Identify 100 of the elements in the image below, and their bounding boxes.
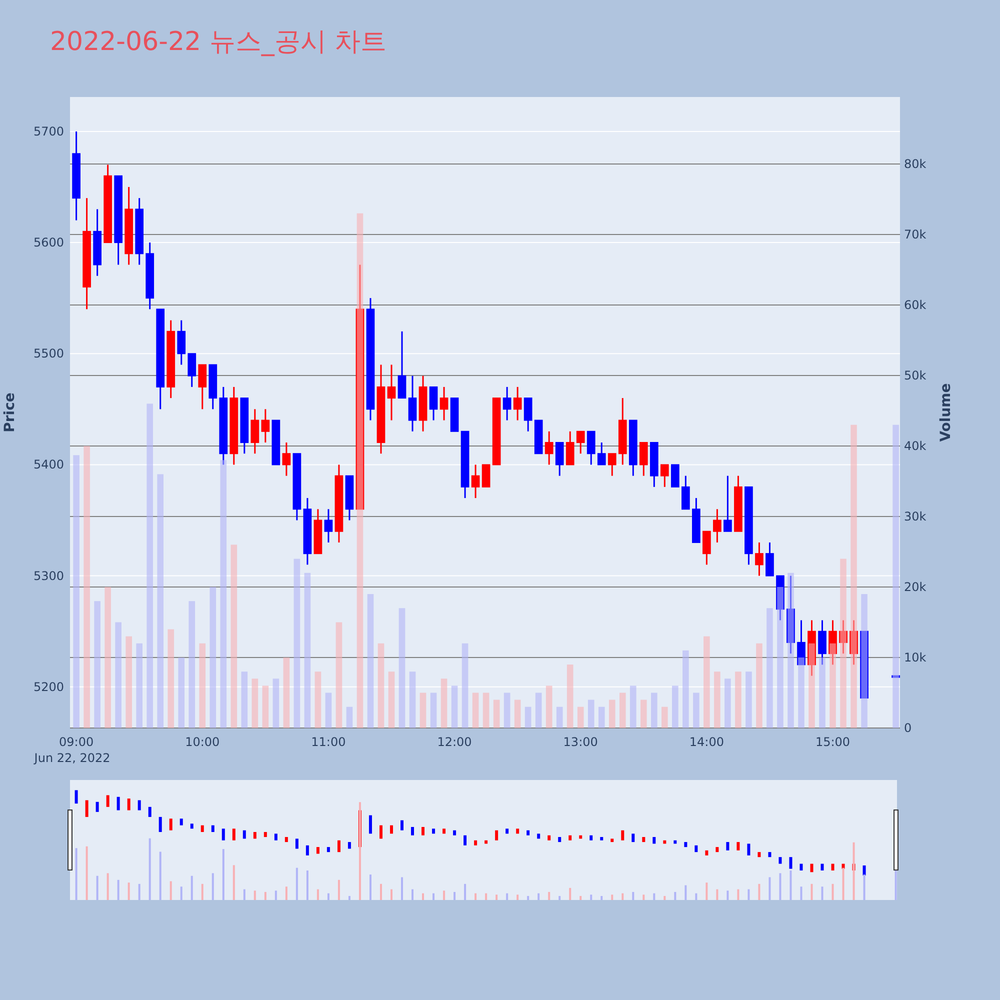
bar [546,686,552,728]
bar [630,686,636,728]
x-tick-label: 13:00 [563,735,598,749]
candlestick [702,530,711,566]
bar [272,678,280,728]
y2-axis-title: Volume [938,383,954,442]
y-tick-label: 5400 [33,458,64,472]
bar [126,636,132,728]
candlestick [513,386,522,422]
y-tick-label: 5300 [33,568,64,583]
bar [482,692,490,728]
x-tick-label: 11:00 [311,735,346,749]
candlestick [524,397,532,432]
y2-tick-label: 40k [904,438,926,453]
candlestick [608,452,616,477]
bar [535,692,542,728]
candlestick [282,442,291,477]
candlestick [250,408,260,454]
candlestick [188,352,196,388]
bar [462,643,468,728]
bar [104,586,111,728]
bar [367,594,374,728]
bar [398,608,406,728]
bar [388,672,395,728]
bar [136,643,142,728]
candlestick [387,364,396,422]
bar [756,643,762,728]
bar [314,672,322,728]
bar [220,460,227,728]
candlestick [766,542,774,577]
bar [662,706,668,728]
bar [262,686,269,728]
bar [304,572,311,728]
bar [346,706,353,728]
bar [850,424,857,728]
y2-tick-label: 70k [904,227,926,242]
bar [146,404,153,728]
bar [115,622,122,728]
bar [704,636,710,728]
bar [94,601,100,728]
bar [588,700,594,728]
y-tick-label: 5200 [33,680,64,694]
candlestick [755,542,764,577]
candlestick [639,442,648,477]
bar [199,643,206,728]
candlestick [681,475,690,510]
y2-tick-label: 30k [904,509,926,524]
chart-title: 2022-06-22 뉴스_공시 차트 [50,27,387,57]
bar [472,692,479,728]
bar [356,213,364,728]
bar [819,657,826,728]
candlestick [597,442,606,466]
bar [252,678,258,728]
candlestick [198,364,207,410]
bar [608,700,616,728]
bar [861,594,868,728]
bar [640,700,647,728]
bar [430,692,437,728]
bar [651,692,658,728]
y2-tick-label: 60k [904,298,926,312]
bar [693,692,700,728]
bar [892,424,899,728]
candlestick [471,464,480,499]
y2-tick-label: 50k [904,368,926,382]
x-tick-label: 15:00 [815,735,850,749]
bar [598,706,605,728]
y-tick-label: 5500 [33,346,64,361]
candlestick [398,330,406,399]
y2-tick-label: 20k [904,580,926,594]
candlestick [850,619,858,666]
bar [168,629,174,728]
x-tick-label: 12:00 [437,735,472,749]
bar [451,686,458,728]
bar [788,572,794,728]
bar [724,678,731,728]
candlestick [586,430,596,466]
bar [294,558,300,728]
candlestick [660,464,669,488]
candlestick [482,464,490,488]
bar [230,544,238,728]
x-tick-label: 14:00 [689,735,724,749]
bar [440,678,448,728]
bar [577,706,584,728]
x-tick-label: 09:00 Jun 22, 2022 [33,735,110,765]
y-tick-label: 5600 [33,236,64,250]
bar [420,692,426,728]
bar [378,643,384,728]
y2-tick-label: 80k [904,156,926,171]
candlestick [440,386,448,422]
bar [409,672,416,728]
bar [210,586,216,728]
bar [504,692,510,728]
candlestick [408,375,417,432]
bar [840,558,846,728]
candlestick [261,408,270,444]
candlestick [724,475,732,532]
bar [566,664,574,728]
bar [178,657,185,728]
candlestick [670,464,680,488]
bar [672,686,678,728]
